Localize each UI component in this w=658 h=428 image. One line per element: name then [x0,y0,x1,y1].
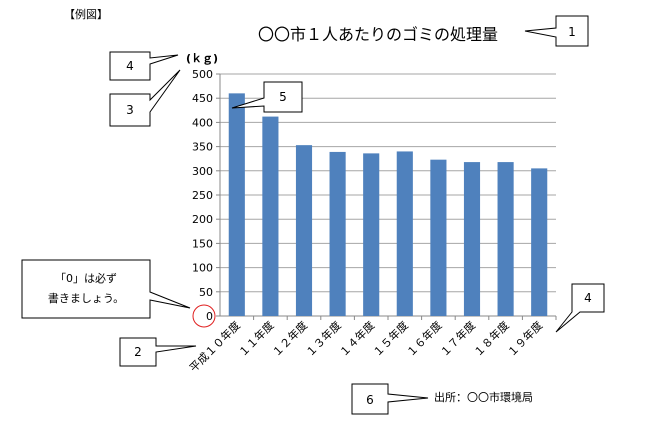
callout-3: 3 [109,69,181,127]
bar-8 [463,162,481,316]
y-tick-label: 450 [192,92,213,105]
y-tick-labels: 0 50 100 150 200 250 300 350 400 450 500 [192,68,213,323]
bar-5 [363,153,380,316]
callout-4-xaxis: 4 [555,283,605,333]
callout-1-label: 1 [568,25,576,39]
y-tick-label: 50 [199,286,213,299]
x-tick-label: １５年度 [370,318,411,359]
bars [228,93,548,316]
y-tick-label: 150 [192,237,213,250]
x-tick-labels: 平成１０年度１１年度１２年度１３年度１４年度１５年度１６年度１７年度１８年度１９… [186,318,545,375]
bar-10 [531,168,548,316]
y-tick-label: 250 [192,189,213,202]
y-unit-label: (ｋｇ) [186,52,218,66]
y-tick-label: 350 [192,141,213,154]
bar-1 [228,93,245,316]
x-tick-label: １１年度 [236,318,277,359]
x-tick-label: １６年度 [404,318,445,359]
x-tick-label: １７年度 [437,318,478,359]
x-tick-label: １８年度 [471,318,512,359]
zero-note-line-1: 「0」は必ず [55,272,117,285]
bar-7 [430,159,447,316]
y-tick-label: 300 [192,165,213,178]
zero-note-line-2: 書きましょう。 [48,291,124,305]
y-tick-label: 500 [192,68,213,81]
source-text: 出所：〇〇市環境局 [434,390,533,404]
callout-2: 2 [119,337,197,367]
callout-1: 1 [524,15,589,47]
x-tick-label: １９年度 [504,318,545,359]
zero-highlight-circle [192,304,216,328]
y-tick-label: 400 [192,116,213,129]
x-tick-label: １４年度 [336,318,377,359]
callout-6: 6 [351,383,429,415]
bar-3 [295,145,313,316]
bar-4 [329,151,346,316]
y-tick-label: 200 [192,213,213,226]
callout-4-xaxis-label: 4 [584,291,592,305]
callout-6-label: 6 [366,393,374,407]
callout-5: 5 [231,81,303,113]
chart-title: 〇〇市１人あたりのゴミの処理量 [258,25,498,44]
zero-note-callout: 「0」は必ず 書きましょう。 [21,259,191,319]
header-label: 【例図】 [64,7,108,21]
x-tick-label: １３年度 [303,318,344,359]
callout-4-unit: 4 [109,51,179,81]
bar-2 [262,116,279,316]
y-tick-label: 100 [192,262,213,275]
callout-2-label: 2 [134,345,142,359]
x-tick-label: １２年度 [269,318,310,359]
bar-6 [396,151,413,316]
bar-9 [497,162,514,316]
callout-5-label: 5 [279,90,287,104]
y-tick-label: 0 [206,310,213,323]
callout-4-unit-label: 4 [126,59,134,73]
callout-3-label: 3 [126,103,134,117]
